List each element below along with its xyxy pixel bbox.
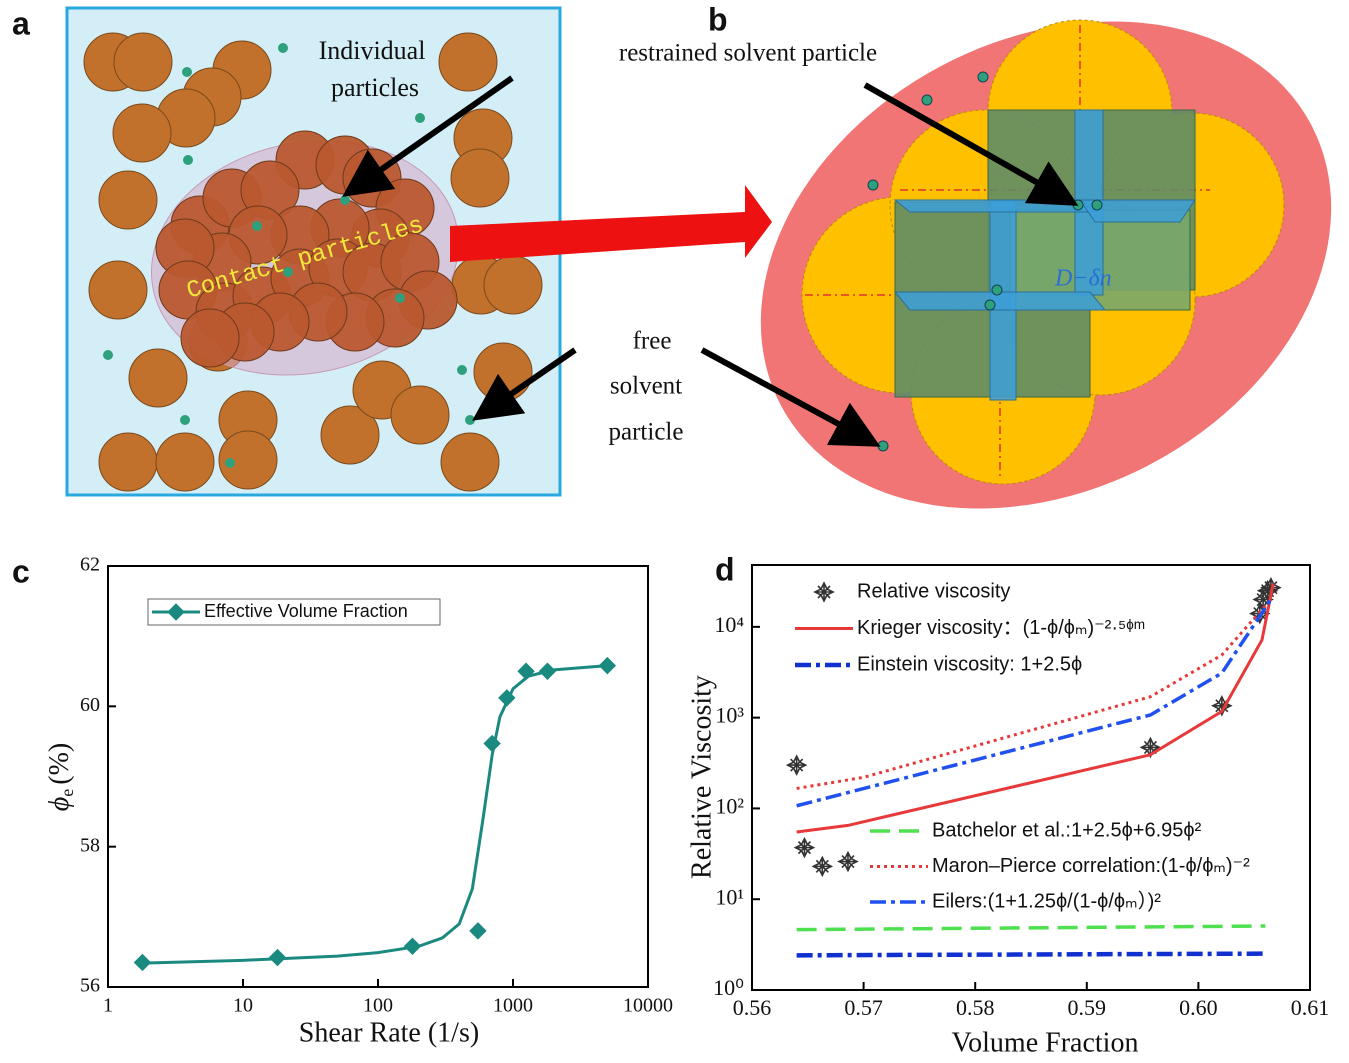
text: D−δn [1054,266,1112,292]
solvent [878,441,888,451]
solvent [457,365,467,375]
particle [391,386,449,444]
x-tick-label: 10 [233,995,253,1017]
particle [113,104,171,162]
particle [114,33,172,91]
plot-frame [108,566,648,987]
gap [895,292,1105,310]
solvent [225,458,235,468]
line [797,926,1266,930]
y-tick-label: 56 [80,975,100,997]
symbol: ϕ [44,797,75,812]
y-axis-label: ϕe (%) [44,743,77,811]
solvent [395,293,405,303]
text: restrained solvent particle [619,40,877,67]
x-tick-label: 0.58 [956,995,995,1020]
legend-label: Effective Volume Fraction [204,601,408,621]
y-tick-label: 58 [80,834,100,856]
particle [129,349,187,407]
x-tick-label: 0.60 [1179,995,1218,1020]
particle [181,309,239,367]
solvent [252,221,262,231]
y-tick-label: 60 [80,694,100,716]
particle [439,33,497,91]
y-tick-label: 10³ [715,703,744,728]
y-tick-label: 10⁴ [714,612,744,637]
x-axis-label: Volume Fraction [952,1027,1139,1058]
y-tick-label: 62 [80,554,100,576]
legend-label: Maron–Pierce correlation:(1-ϕ/ϕₘ)⁻² [932,855,1250,877]
x-tick-label: 1 [103,995,113,1017]
solvent [868,180,878,190]
gap [895,200,1095,212]
marker [815,583,833,601]
particle [156,433,214,491]
particle [451,149,509,207]
y-tick-label: 10¹ [715,884,744,909]
panel-label: b [708,1,728,37]
panel-b: D−δn restrained solvent particle free so… [609,0,1349,605]
panel-label: d [715,551,735,587]
x-tick-label: 10000 [623,995,673,1017]
text: free [633,328,672,355]
marker [795,839,813,857]
legend-label: Krieger viscosity：(1-ϕ/ϕₘ)⁻²·⁵ᶲᵐ [857,617,1145,639]
x-tick-label: 0.61 [1291,995,1330,1020]
charts: 1 10 100 1000 10000 56 58 60 62 c Shear Rate (1/s)… [12,551,1329,1058]
solvent [922,95,932,105]
subscript: e [57,789,77,797]
text: particle [609,419,684,446]
panel-label: a [12,5,30,41]
solvent [985,300,995,310]
particle [89,261,147,319]
particle [441,433,499,491]
solvent [180,415,190,425]
particle [99,433,157,491]
solvent [340,195,350,205]
marker [813,857,831,875]
solvent [992,285,1002,295]
solvent [1092,200,1102,210]
legend-label: Relative viscosity [857,580,1010,602]
particle [484,256,542,314]
legend-label: Einstein viscosity: 1+2.5ϕ [857,653,1082,675]
solvent [1073,200,1083,210]
line [797,954,1266,956]
y-tick-label: 10² [715,793,744,818]
line [142,666,607,964]
x-axis-label: Shear Rate (1/s) [299,1017,479,1048]
solvent [978,72,988,82]
solvent [278,43,288,53]
marker [788,756,806,774]
particle [99,171,157,229]
x-tick-label: 0.59 [1068,995,1107,1020]
y-tick-label: 10⁰ [713,975,744,1000]
text: solvent [610,373,682,400]
unit: (%) [44,743,75,785]
solvent [465,415,475,425]
text: particles [331,73,419,102]
marker [839,853,857,871]
panel-label: c [12,553,30,589]
figure: Individual particles Contact particles a [0,0,1349,1063]
legend-label: Batchelor et al.:1+2.5ϕ+6.95ϕ² [932,819,1202,841]
y-axis-label: Relative Viscosity [686,675,717,879]
x-tick-label: 0.57 [844,995,883,1020]
solvent [183,155,193,165]
x-tick-label: 100 [363,995,393,1017]
particle [474,343,532,401]
chart: 1 10 100 1000 10000 56 58 60 62 c Shear Rate (1/s)… [12,553,673,1048]
legend-label: Eilers:(1+1.25ϕ/(1-ϕ/ϕₘ）)² [932,889,1161,912]
solvent [182,67,192,77]
marker [470,923,486,939]
solvent [415,113,425,123]
solvent [103,350,113,360]
text: Individual [319,36,426,65]
x-tick-label: 1000 [493,995,533,1017]
